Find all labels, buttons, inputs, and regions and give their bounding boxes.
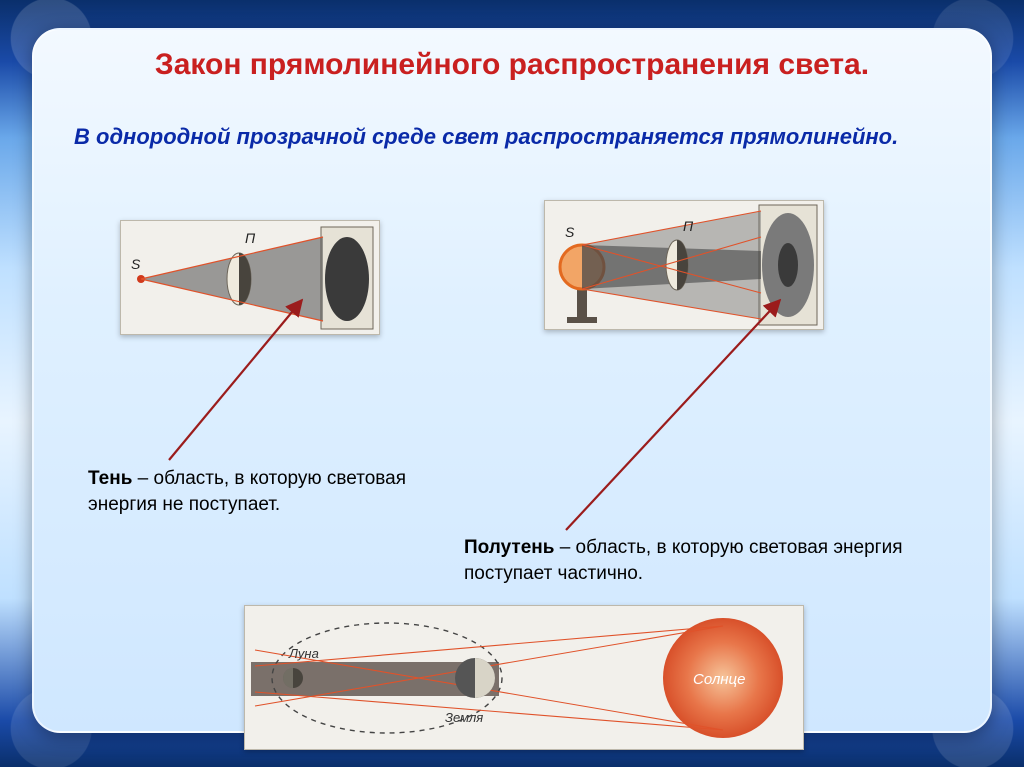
diagram-shadow: S П xyxy=(121,221,381,336)
label-earth: Земля xyxy=(445,710,483,725)
figure-shadow-point-source: S П xyxy=(120,220,380,335)
term-penumbra: Полутень xyxy=(464,537,554,558)
label-sun: Солнце xyxy=(693,671,745,688)
label-P: П xyxy=(683,218,694,234)
diagram-eclipse: Луна Земля Солнце xyxy=(245,606,805,751)
content-card: Закон прямолинейного распространения све… xyxy=(32,28,992,733)
label-S: S xyxy=(565,224,575,240)
label-P: П xyxy=(245,230,256,246)
page-title: Закон прямолинейного распространения све… xyxy=(34,48,990,82)
term-shadow: Тень xyxy=(88,468,132,489)
page-subtitle: В однородной прозрачной среде свет распр… xyxy=(74,124,960,150)
label-S: S xyxy=(131,256,141,272)
caption-shadow: Тень – область, в которую световая энерг… xyxy=(88,466,468,517)
caption-penumbra: Полутень – область, в которую световая э… xyxy=(464,535,944,586)
slide-root: Закон прямолинейного распространения све… xyxy=(0,0,1024,767)
figure-penumbra-extended-source: S П xyxy=(544,200,824,330)
label-moon: Луна xyxy=(288,646,319,661)
figure-eclipse: Луна Земля Солнце xyxy=(244,605,804,750)
caption-shadow-rest: – область, в которую световая энергия не… xyxy=(88,468,406,515)
diagram-penumbra: S П xyxy=(545,201,825,331)
